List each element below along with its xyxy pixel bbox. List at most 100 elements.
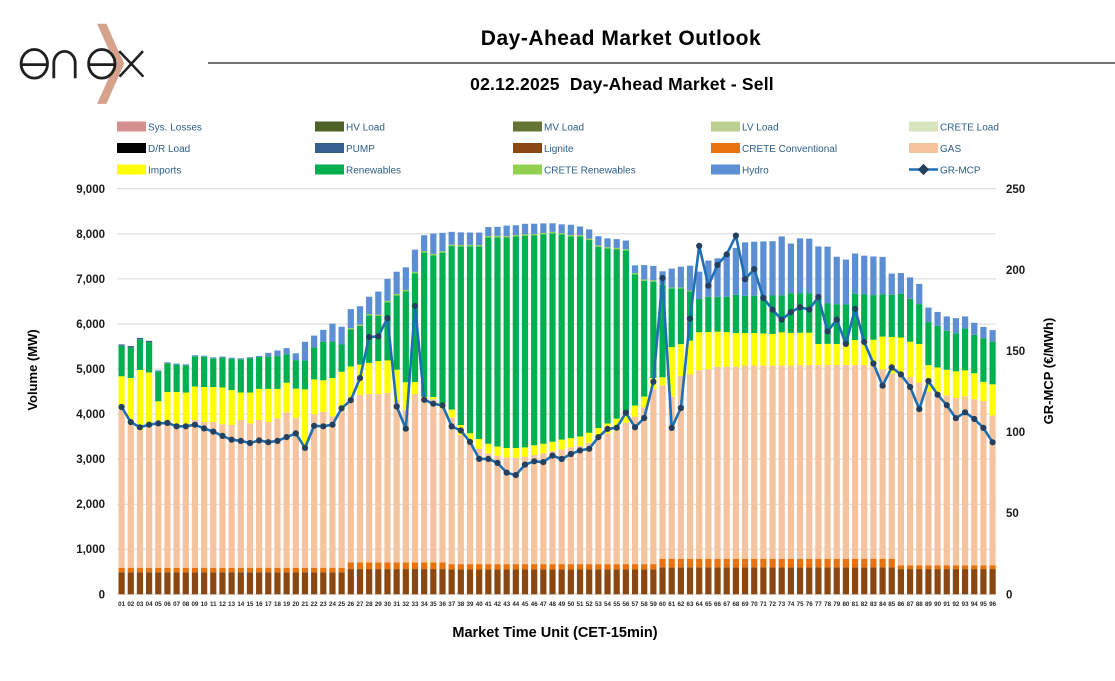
svg-text:79: 79 bbox=[833, 601, 840, 608]
svg-text:55: 55 bbox=[613, 601, 620, 608]
svg-text:94: 94 bbox=[971, 601, 978, 608]
svg-text:52: 52 bbox=[586, 601, 593, 608]
svg-text:72: 72 bbox=[769, 601, 776, 608]
svg-text:62: 62 bbox=[677, 601, 684, 608]
svg-text:8,000: 8,000 bbox=[76, 229, 105, 241]
svg-text:Volume (MW): Volume (MW) bbox=[25, 329, 40, 410]
svg-text:150: 150 bbox=[1006, 346, 1025, 358]
svg-text:100: 100 bbox=[1006, 427, 1025, 439]
svg-text:02.12.2025 Day-Ahead Market -: 02.12.2025 Day-Ahead Market - Sell bbox=[470, 74, 774, 94]
svg-text:91: 91 bbox=[943, 601, 950, 608]
svg-text:92: 92 bbox=[952, 601, 959, 608]
svg-text:14: 14 bbox=[237, 601, 244, 608]
svg-text:48: 48 bbox=[549, 601, 556, 608]
svg-text:87: 87 bbox=[907, 601, 914, 608]
svg-text:36: 36 bbox=[439, 601, 446, 608]
svg-text:88: 88 bbox=[916, 601, 923, 608]
svg-text:34: 34 bbox=[421, 601, 428, 608]
svg-text:95: 95 bbox=[980, 601, 987, 608]
svg-text:0: 0 bbox=[1006, 589, 1012, 601]
svg-text:89: 89 bbox=[925, 601, 932, 608]
svg-text:02: 02 bbox=[127, 601, 134, 608]
svg-text:35: 35 bbox=[430, 601, 437, 608]
svg-text:59: 59 bbox=[650, 601, 657, 608]
svg-text:25: 25 bbox=[338, 601, 345, 608]
svg-text:83: 83 bbox=[870, 601, 877, 608]
svg-text:58: 58 bbox=[641, 601, 648, 608]
svg-text:Lignite: Lignite bbox=[544, 144, 574, 155]
svg-text:60: 60 bbox=[659, 601, 666, 608]
svg-text:D/R Load: D/R Load bbox=[148, 144, 190, 155]
svg-text:67: 67 bbox=[723, 601, 730, 608]
svg-text:38: 38 bbox=[457, 601, 464, 608]
svg-text:5,000: 5,000 bbox=[76, 364, 105, 376]
svg-text:GR-MCP: GR-MCP bbox=[940, 166, 981, 177]
svg-text:3,000: 3,000 bbox=[76, 454, 105, 466]
svg-text:64: 64 bbox=[696, 601, 703, 608]
svg-text:66: 66 bbox=[714, 601, 721, 608]
svg-text:68: 68 bbox=[732, 601, 739, 608]
svg-text:74: 74 bbox=[787, 601, 794, 608]
svg-text:11: 11 bbox=[210, 601, 217, 608]
svg-text:63: 63 bbox=[687, 601, 694, 608]
svg-text:200: 200 bbox=[1006, 265, 1025, 277]
svg-text:28: 28 bbox=[366, 601, 373, 608]
svg-text:46: 46 bbox=[531, 601, 538, 608]
svg-text:6,000: 6,000 bbox=[76, 319, 105, 331]
svg-text:18: 18 bbox=[274, 601, 281, 608]
svg-text:12: 12 bbox=[219, 601, 226, 608]
svg-text:24: 24 bbox=[329, 601, 336, 608]
svg-text:04: 04 bbox=[146, 601, 153, 608]
svg-text:57: 57 bbox=[632, 601, 639, 608]
svg-text:61: 61 bbox=[668, 601, 675, 608]
svg-text:03: 03 bbox=[136, 601, 143, 608]
svg-text:85: 85 bbox=[888, 601, 895, 608]
svg-text:0: 0 bbox=[99, 589, 105, 601]
svg-text:20: 20 bbox=[292, 601, 299, 608]
svg-text:44: 44 bbox=[512, 601, 519, 608]
svg-text:GR-MCP (€/MWh): GR-MCP (€/MWh) bbox=[1041, 318, 1056, 425]
svg-text:CRETE Conventional: CRETE Conventional bbox=[742, 144, 837, 155]
svg-text:LV Load: LV Load bbox=[742, 123, 779, 134]
svg-text:81: 81 bbox=[852, 601, 859, 608]
svg-text:23: 23 bbox=[320, 601, 327, 608]
svg-text:08: 08 bbox=[182, 601, 189, 608]
svg-text:2,000: 2,000 bbox=[76, 499, 105, 511]
svg-text:69: 69 bbox=[742, 601, 749, 608]
svg-text:Imports: Imports bbox=[148, 166, 181, 177]
svg-text:54: 54 bbox=[604, 601, 611, 608]
svg-text:33: 33 bbox=[412, 601, 419, 608]
svg-text:Sys. Losses: Sys. Losses bbox=[148, 123, 202, 134]
svg-text:75: 75 bbox=[797, 601, 804, 608]
svg-text:Hydro: Hydro bbox=[742, 166, 769, 177]
svg-text:39: 39 bbox=[467, 601, 474, 608]
svg-text:37: 37 bbox=[448, 601, 455, 608]
svg-text:21: 21 bbox=[302, 601, 309, 608]
svg-text:82: 82 bbox=[861, 601, 868, 608]
svg-text:1,000: 1,000 bbox=[76, 544, 105, 556]
svg-text:31: 31 bbox=[393, 601, 400, 608]
svg-text:77: 77 bbox=[815, 601, 822, 608]
svg-text:250: 250 bbox=[1006, 184, 1025, 196]
svg-text:86: 86 bbox=[897, 601, 904, 608]
svg-text:9,000: 9,000 bbox=[76, 184, 105, 196]
svg-text:22: 22 bbox=[311, 601, 318, 608]
svg-text:CRETE Load: CRETE Load bbox=[940, 123, 999, 134]
svg-text:05: 05 bbox=[155, 601, 162, 608]
svg-text:50: 50 bbox=[1006, 508, 1019, 520]
svg-text:CRETE Renewables: CRETE Renewables bbox=[544, 166, 636, 177]
svg-text:70: 70 bbox=[751, 601, 758, 608]
svg-text:40: 40 bbox=[476, 601, 483, 608]
svg-text:4,000: 4,000 bbox=[76, 409, 105, 421]
svg-text:45: 45 bbox=[522, 601, 529, 608]
svg-text:80: 80 bbox=[842, 601, 849, 608]
svg-text:84: 84 bbox=[879, 601, 886, 608]
svg-text:76: 76 bbox=[806, 601, 813, 608]
svg-text:73: 73 bbox=[778, 601, 785, 608]
svg-text:13: 13 bbox=[228, 601, 235, 608]
svg-text:43: 43 bbox=[503, 601, 510, 608]
svg-text:19: 19 bbox=[283, 601, 290, 608]
svg-text:56: 56 bbox=[622, 601, 629, 608]
svg-text:17: 17 bbox=[265, 601, 272, 608]
svg-text:29: 29 bbox=[375, 601, 382, 608]
